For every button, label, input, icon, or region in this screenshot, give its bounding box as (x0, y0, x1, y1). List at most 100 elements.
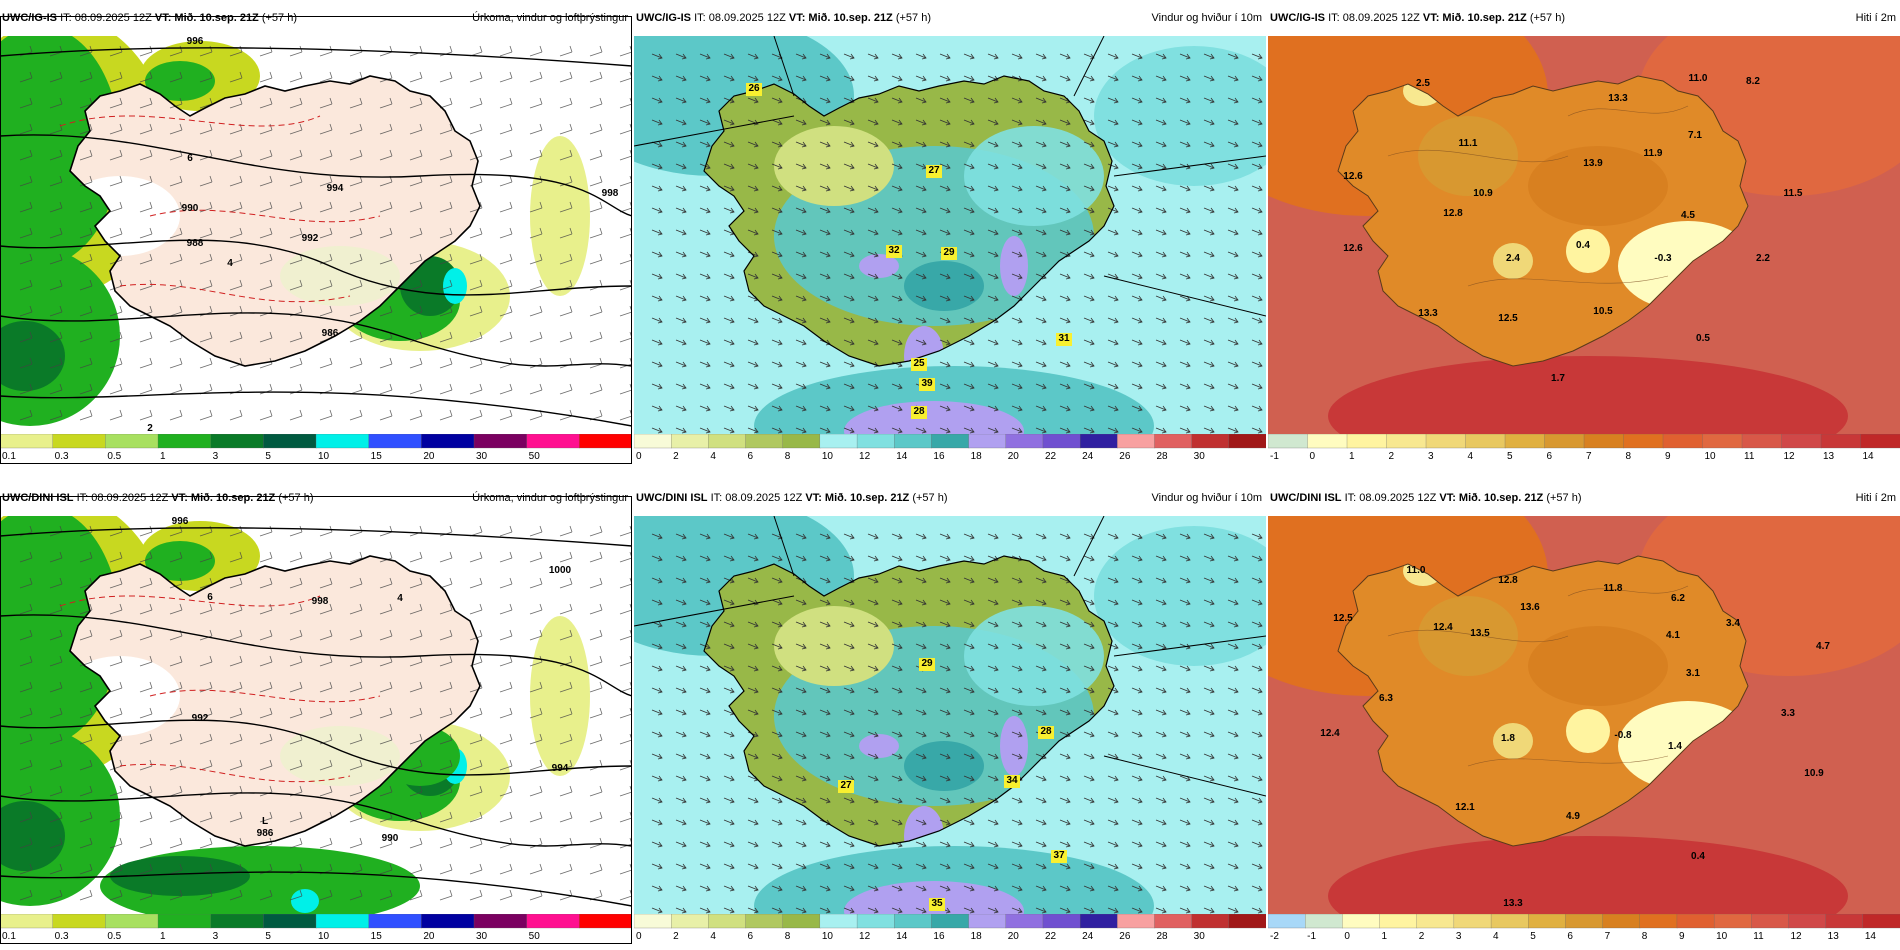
map-value-label: 10.9 (1473, 188, 1493, 199)
map-value-label: 0.5 (1696, 333, 1710, 344)
colorbar-swatch (1602, 914, 1641, 929)
map-value-label: 37 (1053, 850, 1065, 861)
colorbar-swatch (634, 434, 672, 449)
map-value-label: 39 (921, 378, 933, 389)
colorbar-tick-label: 20 (1008, 451, 1020, 462)
colorbar-swatch (931, 434, 970, 449)
colorbar-swatch (1386, 434, 1427, 449)
colorbar-tick-label: 10 (822, 451, 834, 462)
colorbar-tick-label: 28 (1156, 931, 1168, 942)
map-value-label: 3.1 (1686, 668, 1700, 679)
map-value-label: 986 (322, 328, 339, 339)
map-value-label: 4.5 (1681, 210, 1695, 221)
field-name: Hiti í 2m (1855, 492, 1896, 504)
colorbar-swatch (1228, 914, 1266, 929)
gust-label-bg (1051, 850, 1067, 863)
colorbar-tick-label: 8 (785, 451, 791, 462)
colorbar-tick-label: 28 (1156, 451, 1168, 462)
colorbar-tick-label: 20 (423, 931, 435, 942)
panel-header: UWC/DINI ISL IT: 08.09.2025 12Z VT: Mið.… (634, 480, 1266, 516)
map-value-label: 13.3 (1608, 93, 1628, 104)
map-value-label: 6 (207, 592, 213, 603)
map-value-label: 988 (187, 238, 204, 249)
colorbar-tick-label: 14 (896, 451, 908, 462)
map-value-label: 3.3 (1781, 708, 1795, 719)
colorbar-tick-label: 24 (1082, 451, 1094, 462)
colorbar-tick-label: 6 (1547, 451, 1553, 462)
map-value-label: 10.5 (1593, 306, 1613, 317)
colorbar-tick-label: 24 (1082, 931, 1094, 942)
colorbar-tick-label: 10 (822, 931, 834, 942)
map-value-label: 3.4 (1726, 618, 1740, 629)
colorbar-tick-label: 11 (1753, 931, 1764, 942)
map-value-label: 11.0 (1689, 73, 1708, 84)
colorbar-tick-label: 12 (859, 931, 871, 942)
colorbar: 0.1 0.3 0.5 1 3 5 10 15 20 30 50 (0, 434, 632, 462)
model-name: UWC/IG-IS (2, 12, 57, 24)
colorbar-swatch (473, 914, 528, 929)
colorbar-tick-label: 1 (1349, 451, 1355, 462)
colorbar-tick-label: 2 (1389, 451, 1395, 462)
panel-dini-precip: UWC/DINI ISL IT: 08.09.2025 12Z VT: Mið.… (0, 480, 632, 944)
colorbar-swatch (968, 914, 1007, 929)
panel-header: UWC/IG-IS IT: 08.09.2025 12Z VT: Mið. 10… (634, 0, 1266, 36)
panel-igis-temp: UWC/IG-IS IT: 08.09.2025 12Z VT: Mið. 10… (1268, 0, 1900, 462)
colorbar-swatch (1268, 434, 1309, 449)
model-name: UWC/IG-IS (636, 12, 691, 24)
colorbar-tick-label: 30 (1194, 931, 1206, 942)
gust-label-bg (911, 358, 927, 371)
colorbar-swatch (0, 434, 54, 449)
colorbar-tick-label: 3 (1428, 451, 1434, 462)
colorbar-swatch (1268, 914, 1306, 929)
colorbar-swatch (1305, 914, 1344, 929)
colorbar-tick-label: 9 (1665, 451, 1671, 462)
lead-time: (+57 h) (261, 12, 298, 24)
map-value-label: 25 (913, 358, 925, 369)
colorbar-swatch (157, 914, 212, 929)
colorbar-swatch (526, 914, 580, 929)
colorbar-swatch (263, 914, 317, 929)
map-value-label: 0.4 (1691, 851, 1705, 862)
colorbar-tick-label: 4 (1493, 931, 1499, 942)
colorbar-tick-label: 10 (318, 451, 330, 462)
map-value-label: 990 (182, 203, 199, 214)
colorbar-tick-label: 10 (1716, 931, 1728, 942)
map-value-label: 2 (147, 423, 153, 434)
map-value-label: 11.9 (1644, 148, 1663, 159)
map-area: 996 994 992 990 988 998 986 6 4 2 (0, 36, 632, 434)
colorbar-tick-label: 7 (1605, 931, 1611, 942)
colorbar-swatch (819, 914, 858, 929)
colorbar-tick-label: 3 (1456, 931, 1462, 942)
map-value-label: 13.3 (1503, 898, 1523, 909)
map-value-label: 998 (312, 596, 329, 607)
colorbar-swatch (1005, 914, 1044, 929)
map-value-label: 1.7 (1551, 373, 1565, 384)
colorbar-swatch (368, 434, 422, 449)
colorbar-swatch (1862, 914, 1900, 929)
map-value-label: 28 (1040, 726, 1052, 737)
map-value-label: 13.6 (1520, 602, 1540, 613)
map-value-label: 29 (921, 658, 933, 669)
map-value-label: 992 (192, 713, 209, 724)
map-value-label: 996 (172, 516, 189, 527)
colorbar-tick-label: 0 (1344, 931, 1350, 942)
map-value-label: 4 (227, 258, 233, 269)
init-time: IT: 08.09.2025 12Z (60, 12, 152, 24)
map-value-label: L (262, 816, 268, 827)
colorbar-tick-label: 11 (1744, 451, 1755, 462)
map-value-label: 986 (257, 828, 274, 839)
colorbar-tick-label: 2 (1419, 931, 1425, 942)
panel-igis-precip: UWC/IG-IS IT: 08.09.2025 12Z VT: Mið. 10… (0, 0, 632, 464)
colorbar-tick-label: 13 (1828, 931, 1840, 942)
lead-time: (+57 h) (1546, 492, 1582, 504)
map-value-label: 12.6 (1343, 243, 1363, 254)
colorbar-swatch (1544, 434, 1585, 449)
field-name: Vindur og hviður í 10m (1151, 12, 1262, 24)
colorbar-swatch (315, 914, 370, 929)
map-value-label: 2.5 (1416, 78, 1430, 89)
map-value-label: 34 (1006, 775, 1018, 786)
colorbar-swatch (1005, 434, 1044, 449)
map-value-label: 12.5 (1498, 313, 1518, 324)
init-time: IT: 08.09.2025 12Z (1344, 492, 1437, 504)
gust-label-bg (941, 247, 957, 260)
